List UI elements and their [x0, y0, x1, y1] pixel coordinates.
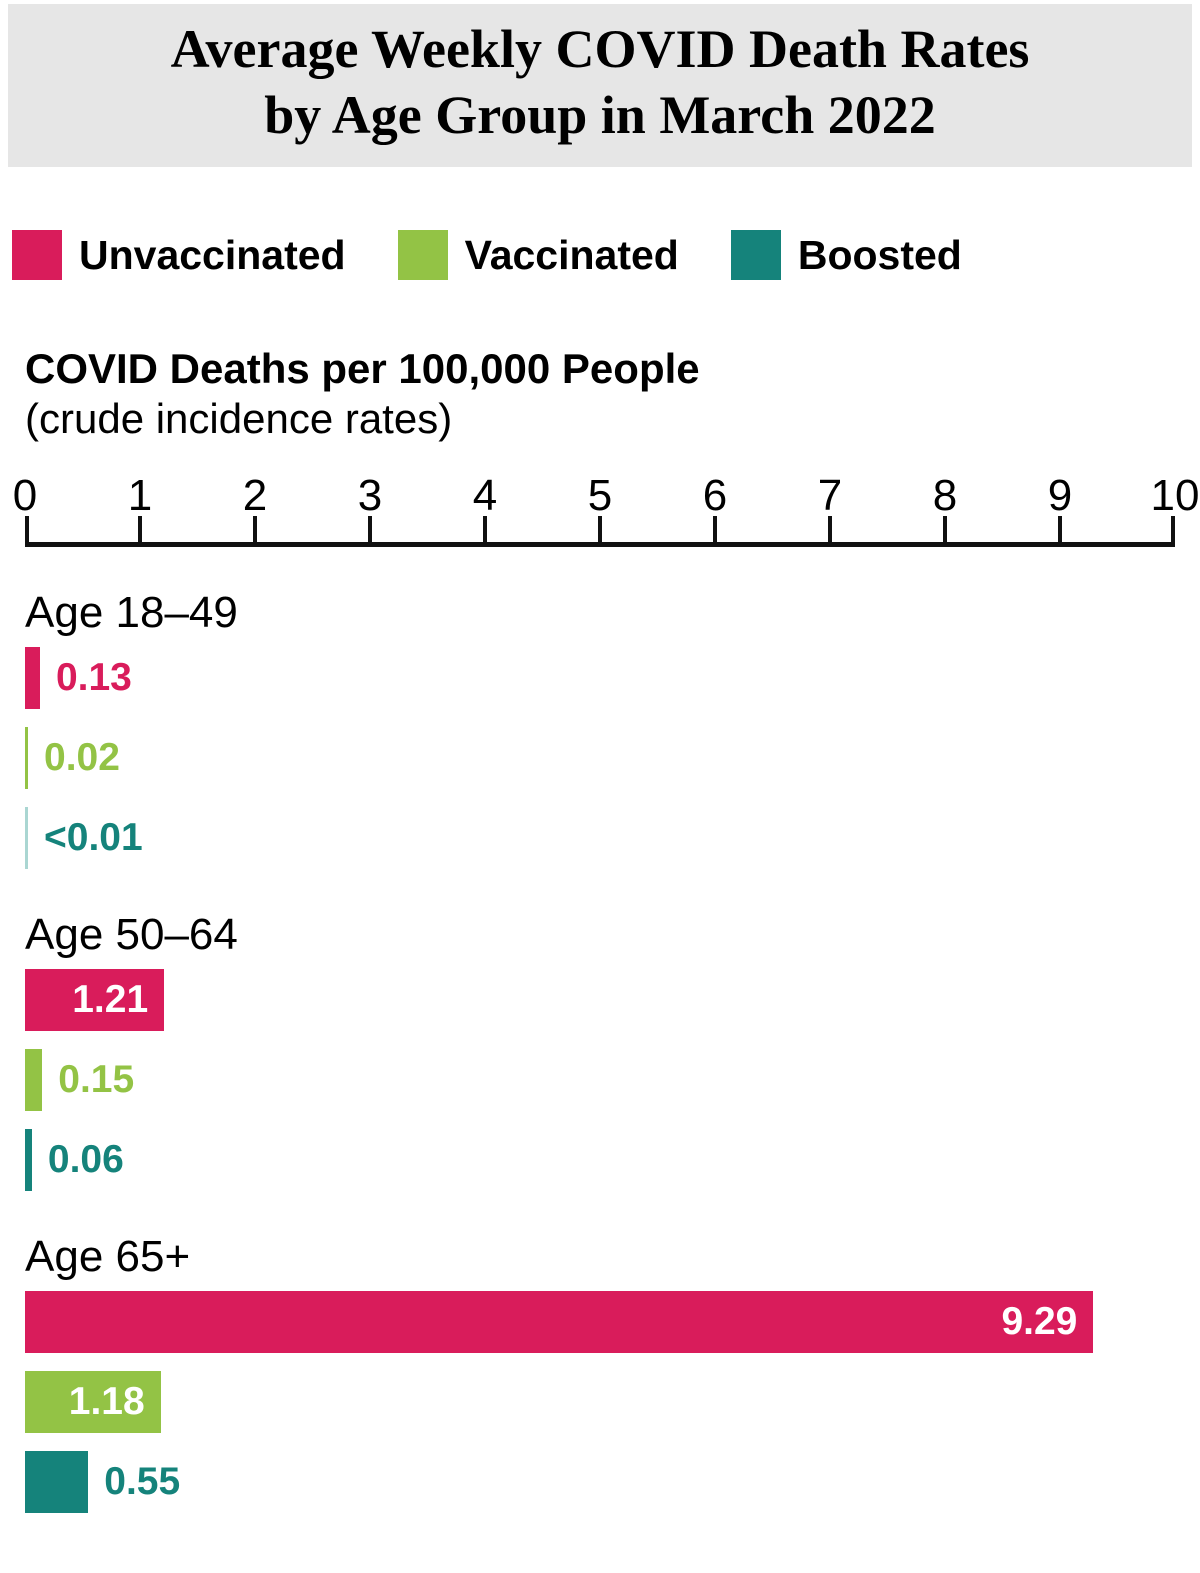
covid-death-rates-infographic: Average Weekly COVID Death Rates by Age … [0, 4, 1200, 1513]
bar-boosted [25, 807, 28, 869]
axis-tick-label: 8 [932, 471, 958, 520]
bar-vaccinated [25, 1049, 43, 1111]
age-group-label: Age 50–64 [25, 910, 238, 959]
bar-value-label: 0.55 [104, 1460, 181, 1503]
axis-tick [25, 516, 29, 542]
axis-tick [943, 516, 947, 542]
axis-tick [1058, 516, 1062, 542]
bar-vaccinated [25, 727, 28, 789]
axis-tick [1171, 516, 1175, 542]
bar-value-label: <0.01 [44, 816, 143, 859]
bar-row-vaccinated: 1.18 [25, 1371, 1175, 1433]
legend-item-vaccinated: Vaccinated [397, 230, 679, 280]
axis-tick-label: 9 [1047, 471, 1073, 520]
axis-tick [713, 516, 717, 542]
bar-row-boosted: 0.06 [25, 1129, 1175, 1191]
bar-boosted [25, 1451, 89, 1513]
axis-tick [368, 516, 372, 542]
axis-tick-label: 6 [702, 471, 728, 520]
axis-tick-label: 7 [817, 471, 843, 520]
bar-row-unvaccinated: 0.13 [25, 647, 1175, 709]
bar-row-unvaccinated: 1.21 [25, 969, 1175, 1031]
legend-swatch-boosted [730, 230, 781, 280]
axis-tick-label: 10 [1150, 471, 1200, 520]
axis-tick [253, 516, 257, 542]
axis-tick [138, 516, 142, 542]
legend-label: Unvaccinated [79, 231, 346, 278]
bar-row-vaccinated: 0.15 [25, 1049, 1175, 1111]
axis-tick-label: 5 [587, 471, 613, 520]
bar-groups: Age 18–49 0.13 0.02 <0.01 Age 50–64 1.21 0.15 0… [25, 591, 1175, 1513]
legend-swatch-vaccinated [397, 230, 448, 280]
axis-heading-bold: COVID Deaths per 100,000 People [25, 345, 700, 392]
axis-tick-labels: 0 1 2 3 4 5 6 7 8 9 10 [13, 471, 1200, 520]
legend: Unvaccinated Vaccinated Boosted [12, 230, 1200, 280]
bar-value-label: 1.21 [72, 978, 149, 1021]
bar-value-label: 0.13 [55, 656, 132, 699]
bar-value-label: 1.18 [68, 1380, 145, 1423]
age-group-age-50-64: Age 50–64 1.21 0.15 0.06 [25, 913, 1175, 1191]
chart-title-line-2: by Age Group in March 2022 [264, 85, 936, 145]
bar-vaccinated: 1.18 [25, 1371, 161, 1433]
age-group-label: Age 65+ [25, 1232, 191, 1281]
bar-value-label: 0.06 [47, 1138, 124, 1181]
axis-heading-sub: (crude incidence rates) [25, 395, 453, 442]
bar-row-unvaccinated: 9.29 [25, 1291, 1175, 1353]
axis-tick-label: 3 [357, 471, 383, 520]
legend-label: Vaccinated [464, 231, 679, 278]
age-group-age-18-49: Age 18–49 0.13 0.02 <0.01 [25, 591, 1175, 869]
age-group-age-65-: Age 65+ 9.29 1.18 0.55 [25, 1235, 1175, 1513]
axis-tick-label: 4 [472, 471, 498, 520]
bar-unvaccinated: 1.21 [25, 969, 165, 1031]
age-group-label: Age 18–49 [25, 588, 238, 637]
axis-tick [483, 516, 487, 542]
bar-value-label: 9.29 [1001, 1300, 1078, 1343]
bar-row-boosted: <0.01 [25, 807, 1175, 869]
bar-row-boosted: 0.55 [25, 1451, 1175, 1513]
bar-chart: 0 1 2 3 4 5 6 7 8 9 10 Age 18–49 0.13 0.02 <0.01 Age 5… [13, 471, 1200, 1513]
axis-tick [598, 516, 602, 542]
chart-title-line-1: Average Weekly COVID Death Rates [170, 19, 1030, 79]
legend-label: Boosted [797, 231, 962, 278]
axis-tick [828, 516, 832, 542]
axis-tick-label: 1 [127, 471, 153, 520]
axis-heading: COVID Deaths per 100,000 People (crude i… [25, 344, 1200, 444]
chart-title: Average Weekly COVID Death Rates by Age … [8, 4, 1192, 167]
legend-item-unvaccinated: Unvaccinated [12, 230, 346, 280]
axis-tick-label: 2 [242, 471, 268, 520]
bar-unvaccinated [25, 647, 40, 709]
bar-boosted [25, 1129, 32, 1191]
bar-value-label: 0.15 [58, 1058, 135, 1101]
bar-unvaccinated: 9.29 [25, 1291, 1094, 1353]
bar-row-vaccinated: 0.02 [25, 727, 1175, 789]
bar-value-label: 0.02 [44, 736, 120, 779]
axis-tick-label: 0 [12, 471, 38, 520]
legend-item-boosted: Boosted [730, 230, 962, 280]
axis-ruler [25, 516, 1175, 547]
legend-swatch-unvaccinated [12, 230, 62, 280]
